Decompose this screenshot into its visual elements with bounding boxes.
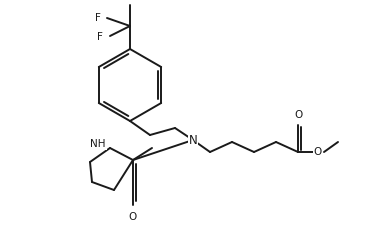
Text: O: O: [295, 110, 303, 120]
Text: O: O: [129, 212, 137, 222]
Text: O: O: [314, 147, 322, 157]
Text: F: F: [97, 32, 103, 42]
Text: N: N: [189, 134, 198, 147]
Text: NH: NH: [91, 139, 106, 149]
Text: F: F: [127, 0, 133, 1]
Text: F: F: [95, 13, 101, 23]
